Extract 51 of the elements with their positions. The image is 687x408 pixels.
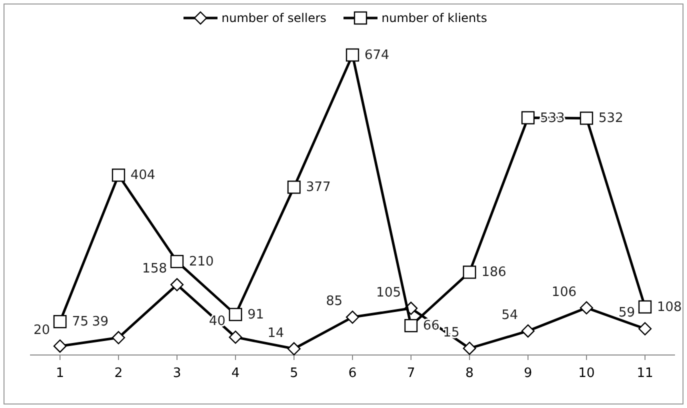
data-label: 186	[482, 265, 506, 280]
data-label: 39	[92, 314, 108, 330]
x-tick-label: 2	[114, 366, 123, 381]
data-label: 20	[33, 323, 50, 338]
point	[404, 319, 418, 332]
x-tick-label: 6	[348, 366, 357, 381]
data-label: 532	[598, 111, 624, 126]
x-tick-label: 7	[406, 366, 416, 381]
data-label: 158	[142, 262, 167, 277]
x-tick-label: 8	[465, 366, 474, 381]
point	[346, 310, 360, 324]
point	[580, 301, 594, 314]
point	[521, 324, 535, 338]
point	[346, 48, 360, 62]
data-label: 105	[376, 285, 401, 300]
x-tick-label: 9	[524, 366, 532, 381]
legend-label: number of klients	[382, 11, 488, 25]
data-label: 106	[552, 284, 576, 300]
data-label: 674	[364, 48, 390, 63]
point	[462, 266, 476, 279]
point	[287, 180, 301, 194]
point	[580, 112, 594, 125]
legend-label: number of sellers	[222, 11, 326, 25]
point	[228, 308, 242, 322]
point	[170, 278, 184, 292]
point	[521, 111, 535, 124]
point	[462, 342, 476, 355]
data-label: 59	[618, 306, 635, 321]
point	[53, 315, 67, 328]
point	[638, 300, 652, 314]
data-label: 210	[189, 254, 214, 270]
data-label: 54	[501, 308, 518, 323]
x-tick-label: 4	[231, 366, 240, 381]
point	[170, 254, 184, 268]
x-tick-label: 11	[636, 366, 654, 381]
data-label: 108	[657, 300, 682, 315]
data-label: 91	[248, 307, 264, 322]
data-label: 75	[72, 314, 89, 330]
point	[228, 330, 242, 344]
point	[112, 331, 126, 344]
x-tick-label: 3	[172, 366, 182, 381]
x-tick-label: 5	[290, 366, 298, 381]
point	[112, 168, 126, 182]
data-label: 377	[306, 180, 331, 196]
data-label: 66	[423, 318, 440, 334]
data-label: 85	[326, 294, 342, 310]
point	[287, 342, 301, 356]
x-tick-label: 1	[56, 366, 64, 381]
data-label: 14	[267, 326, 284, 341]
data-label: 404	[130, 168, 156, 184]
x-tick-label: 10	[578, 366, 595, 381]
